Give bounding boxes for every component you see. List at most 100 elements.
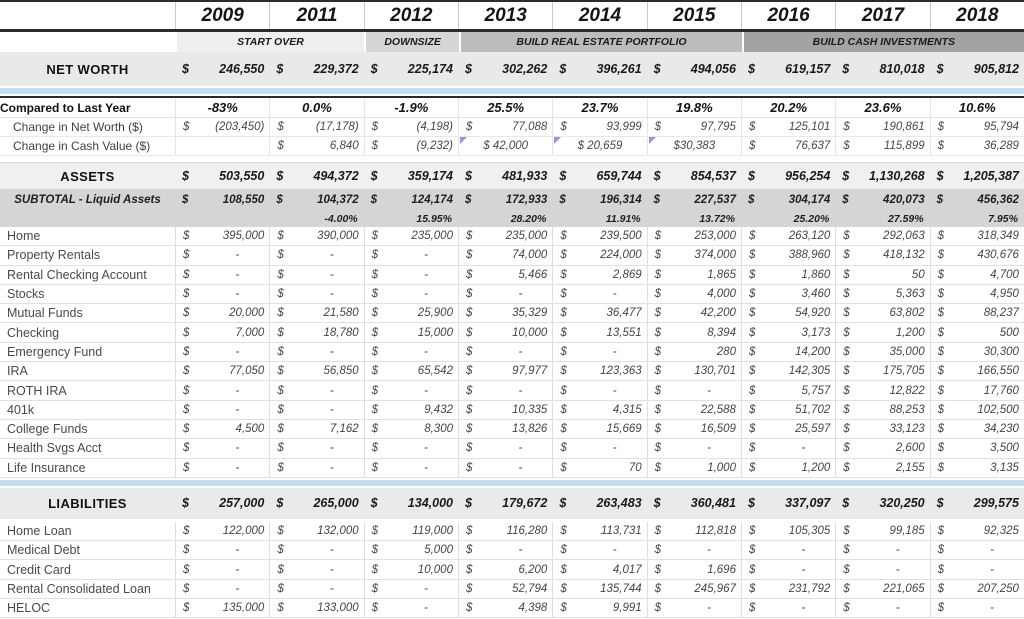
- cell-mutual-funds-2017[interactable]: $63,802: [835, 304, 929, 323]
- cell-change-net-worth-2011[interactable]: $ (17,178): [269, 118, 363, 136]
- cell-rental-checking-account-2014[interactable]: $2,869: [552, 265, 646, 284]
- year-header-2018[interactable]: 2018: [929, 2, 1024, 29]
- cell-property-rentals-2012[interactable]: $ -: [363, 246, 458, 265]
- cell-401k-2013[interactable]: $10,335: [457, 400, 552, 419]
- cell-health-svgs-acct-2014[interactable]: $ -: [552, 439, 646, 458]
- cell-medical-debt-2011[interactable]: $ -: [269, 541, 363, 560]
- cell-heloc-2009[interactable]: $135,000: [175, 599, 269, 618]
- cell-college-funds-2014[interactable]: $15,669: [552, 419, 646, 439]
- cell-heloc-2014[interactable]: $9,991: [552, 599, 646, 618]
- cell-subtotal-2018[interactable]: $456,362: [930, 189, 1024, 211]
- cell-stocks-2017[interactable]: $5,363: [835, 284, 929, 304]
- cell-credit-card-2013[interactable]: $6,200: [457, 560, 552, 579]
- cell-assets-2009[interactable]: $503,550: [175, 163, 269, 189]
- cell-college-funds-2015[interactable]: $16,509: [646, 419, 741, 439]
- cell-change-cash-value-2016[interactable]: $76,637: [740, 137, 835, 155]
- cell-stocks-2015[interactable]: $4,000: [646, 284, 741, 304]
- cell-home-2016[interactable]: $263,120: [740, 227, 835, 246]
- cell-stocks-2013[interactable]: $ -: [457, 284, 552, 304]
- cell-change-cash-value-2009[interactable]: [175, 137, 269, 155]
- cell-home-loan-2018[interactable]: $92,325: [929, 521, 1024, 541]
- cell-college-funds-2009[interactable]: $4,500: [175, 419, 269, 439]
- cell-college-funds-2012[interactable]: $8,300: [363, 419, 458, 439]
- cell-home-2014[interactable]: $239,500: [552, 227, 646, 246]
- cell-heloc-2013[interactable]: $4,398: [457, 599, 552, 618]
- cell-net-worth-2013[interactable]: $302,262: [458, 52, 552, 86]
- cell-change-net-worth-2009[interactable]: $ (203,450): [175, 118, 269, 136]
- cell-rental-consolidated-loan-2017[interactable]: $221,065: [835, 579, 929, 599]
- cell-checking-2011[interactable]: $18,780: [269, 323, 363, 342]
- cell-net-worth-2012[interactable]: $225,174: [364, 52, 458, 86]
- cell-property-rentals-2009[interactable]: $ -: [175, 246, 269, 265]
- cell-roth-ira-2018[interactable]: $17,760: [929, 381, 1024, 400]
- cell-net-worth-2017[interactable]: $810,018: [835, 52, 929, 86]
- cell-medical-debt-2018[interactable]: $ -: [929, 541, 1024, 560]
- cell-health-svgs-acct-2012[interactable]: $ -: [363, 439, 458, 458]
- cell-checking-2016[interactable]: $3,173: [740, 323, 835, 342]
- cell-life-insurance-2014[interactable]: $70: [552, 458, 646, 477]
- cell-home-2013[interactable]: $235,000: [457, 227, 552, 246]
- cell-compared-2016[interactable]: 20.2%: [740, 98, 835, 117]
- cell-checking-2015[interactable]: $8,394: [646, 323, 741, 342]
- cell-net-worth-2011[interactable]: $229,372: [269, 52, 363, 86]
- cell-change-cash-value-2014[interactable]: $ 20,659: [552, 137, 646, 155]
- cell-mutual-funds-2013[interactable]: $35,329: [457, 304, 552, 323]
- cell-ira-2015[interactable]: $130,701: [646, 362, 741, 381]
- cell-life-insurance-2015[interactable]: $1,000: [646, 458, 741, 477]
- cell-property-rentals-2015[interactable]: $374,000: [646, 246, 741, 265]
- cell-subtotal-2015[interactable]: $227,537: [647, 189, 741, 211]
- cell-college-funds-2017[interactable]: $33,123: [835, 419, 929, 439]
- cell-home-2017[interactable]: $292,063: [835, 227, 929, 246]
- cell-assets-2013[interactable]: $481,933: [458, 163, 552, 189]
- cell-assets-2016[interactable]: $956,254: [741, 163, 835, 189]
- cell-checking-2018[interactable]: $500: [929, 323, 1024, 342]
- year-header-2009[interactable]: 2009: [175, 2, 269, 29]
- cell-medical-debt-2014[interactable]: $ -: [552, 541, 646, 560]
- cell-property-rentals-2013[interactable]: $74,000: [457, 246, 552, 265]
- cell-medical-debt-2009[interactable]: $ -: [175, 541, 269, 560]
- cell-home-2011[interactable]: $390,000: [269, 227, 363, 246]
- cell-emergency-fund-2015[interactable]: $280: [646, 342, 741, 362]
- cell-life-insurance-2012[interactable]: $ -: [363, 458, 458, 477]
- cell-mutual-funds-2009[interactable]: $20,000: [175, 304, 269, 323]
- cell-home-2012[interactable]: $235,000: [363, 227, 458, 246]
- cell-health-svgs-acct-2016[interactable]: $ -: [740, 439, 835, 458]
- cell-property-rentals-2016[interactable]: $388,960: [740, 246, 835, 265]
- cell-mutual-funds-2018[interactable]: $88,237: [929, 304, 1024, 323]
- cell-roth-ira-2015[interactable]: $ -: [646, 381, 741, 400]
- cell-change-cash-value-2012[interactable]: $ (9,232): [363, 137, 458, 155]
- cell-subtotal-pct-2013[interactable]: 28.20%: [510, 213, 547, 225]
- cell-subtotal-2013[interactable]: $172,933: [458, 189, 552, 211]
- cell-rental-consolidated-loan-2018[interactable]: $207,250: [929, 579, 1024, 599]
- corner-cell[interactable]: [0, 2, 175, 29]
- cell-medical-debt-2016[interactable]: $ -: [740, 541, 835, 560]
- cell-college-funds-2016[interactable]: $25,597: [740, 419, 835, 439]
- cell-subtotal-pct-2016[interactable]: 25.20%: [793, 213, 830, 225]
- cell-liabilities-2016[interactable]: $337,097: [741, 488, 835, 519]
- cell-mutual-funds-2012[interactable]: $25,900: [363, 304, 458, 323]
- cell-heloc-2011[interactable]: $133,000: [269, 599, 363, 618]
- cell-ira-2016[interactable]: $142,305: [740, 362, 835, 381]
- cell-401k-2009[interactable]: $ -: [175, 400, 269, 419]
- cell-rental-consolidated-loan-2012[interactable]: $ -: [363, 579, 458, 599]
- cell-assets-2017[interactable]: $1,130,268: [835, 163, 929, 189]
- cell-change-cash-value-2011[interactable]: $6,840: [269, 137, 363, 155]
- cell-emergency-fund-2011[interactable]: $ -: [269, 342, 363, 362]
- cell-credit-card-2014[interactable]: $4,017: [552, 560, 646, 579]
- cell-health-svgs-acct-2017[interactable]: $2,600: [835, 439, 929, 458]
- cell-health-svgs-acct-2011[interactable]: $ -: [269, 439, 363, 458]
- cell-roth-ira-2013[interactable]: $ -: [457, 381, 552, 400]
- cell-subtotal-2016[interactable]: $304,174: [741, 189, 835, 211]
- cell-rental-checking-account-2018[interactable]: $4,700: [929, 265, 1024, 284]
- cell-home-loan-2011[interactable]: $132,000: [269, 521, 363, 541]
- cell-property-rentals-2017[interactable]: $418,132: [835, 246, 929, 265]
- cell-property-rentals-2018[interactable]: $430,676: [929, 246, 1024, 265]
- cell-subtotal-2009[interactable]: $108,550: [175, 189, 269, 211]
- cell-401k-2017[interactable]: $88,253: [835, 400, 929, 419]
- cell-credit-card-2012[interactable]: $10,000: [363, 560, 458, 579]
- cell-subtotal-pct-2014[interactable]: 11.91%: [605, 213, 641, 225]
- cell-credit-card-2015[interactable]: $1,696: [646, 560, 741, 579]
- cell-home-loan-2015[interactable]: $112,818: [646, 521, 741, 541]
- cell-medical-debt-2015[interactable]: $ -: [646, 541, 741, 560]
- cell-net-worth-2015[interactable]: $494,056: [647, 52, 741, 86]
